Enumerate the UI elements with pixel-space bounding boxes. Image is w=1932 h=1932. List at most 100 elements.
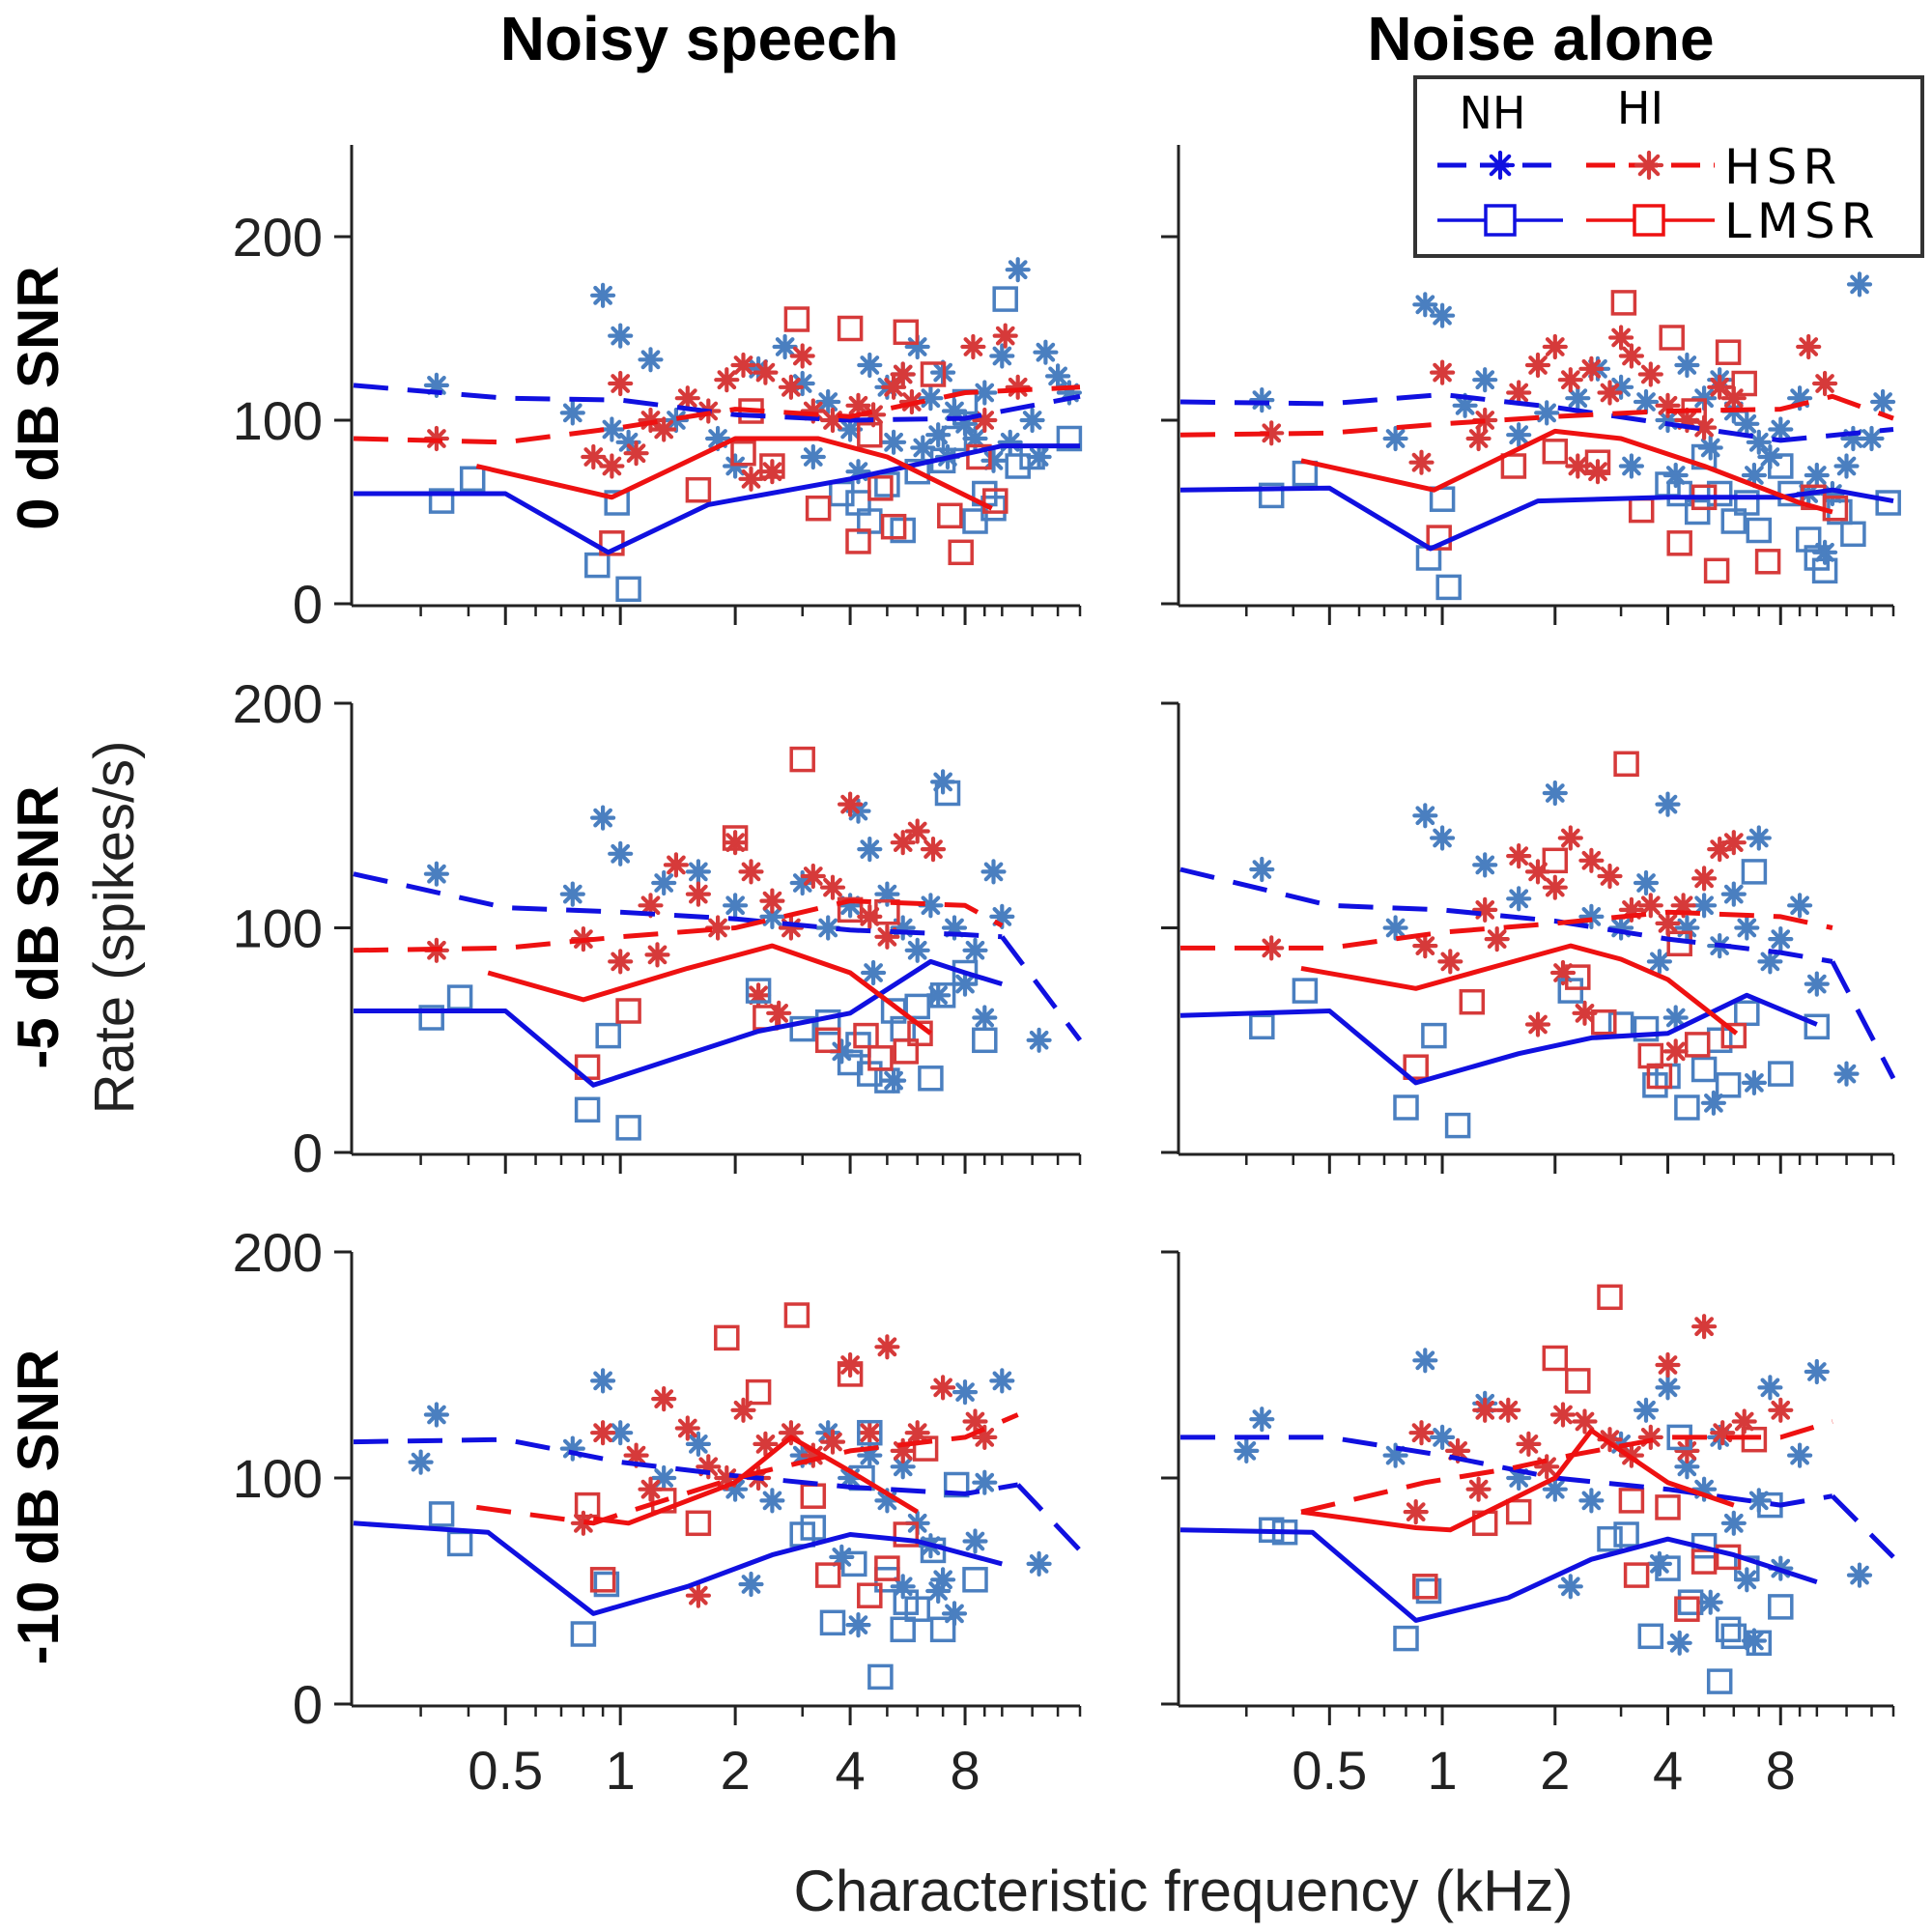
nh-hsr-point	[1720, 1510, 1747, 1536]
hi-lmsr-trend-line	[592, 1435, 919, 1526]
nh-hsr-point	[1757, 949, 1783, 975]
nh-hsr-point	[1674, 352, 1700, 379]
nh-lmsr-point	[1393, 1625, 1419, 1652]
hi-lmsr-point	[1565, 1368, 1591, 1394]
hi-lmsr-point	[1720, 1022, 1747, 1049]
nh-hsr-point	[1666, 1630, 1692, 1656]
hi-hsr-point	[1557, 825, 1583, 851]
nh-hsr-point	[1607, 915, 1634, 941]
x-tick-label: 2	[1540, 1740, 1570, 1801]
nh-hsr-point	[1429, 302, 1456, 328]
hi-hsr-point	[1524, 1011, 1551, 1037]
nh-hsr-point	[904, 333, 930, 360]
hi-lmsr-point	[857, 1582, 883, 1608]
hi-lmsr-point	[1646, 1063, 1673, 1090]
nh-hsr-point	[1768, 416, 1794, 442]
nh-hsr-point	[608, 1420, 634, 1446]
nh-hsr-point	[1005, 257, 1031, 283]
nh-hsr-point	[559, 881, 585, 907]
nh-lmsr-point	[1741, 859, 1768, 885]
nh-hsr-point	[1690, 893, 1718, 919]
hi-lmsr-point	[730, 440, 756, 467]
nh-lmsr-trend-line	[1179, 992, 1818, 1086]
hi-lmsr-point	[783, 306, 810, 332]
hi-hsr-trend-line	[353, 384, 1081, 445]
hi-hsr-point	[738, 859, 764, 885]
nh-hsr-point	[1633, 388, 1660, 415]
hi-hsr-point	[904, 818, 930, 844]
hi-lmsr-point	[1610, 290, 1637, 316]
hi-lmsr-point	[874, 1555, 900, 1581]
hi-hsr-trend-line	[1180, 909, 1833, 951]
nh-lmsr-point	[1421, 1022, 1447, 1049]
hi-hsr-point	[1516, 1431, 1542, 1458]
nh-hsr-trend-line	[353, 871, 1003, 940]
nh-hsr-point	[880, 1067, 907, 1094]
legend-col-hi: HI	[1617, 82, 1663, 134]
hi-lmsr-point	[893, 1521, 920, 1548]
y-tick-label: 100	[233, 390, 323, 451]
y-axis-label: Rate (spikes/s)	[83, 741, 146, 1115]
markers	[1234, 1284, 1873, 1694]
nh-hsr-point	[918, 385, 944, 412]
nh-hsr-point	[589, 805, 616, 831]
nh-lmsr-point	[446, 984, 473, 1010]
nh-hsr-point	[1019, 407, 1045, 434]
nh-hsr-point	[1429, 1424, 1456, 1451]
nh-lmsr-point	[745, 978, 772, 1004]
hi-hsr-point	[581, 443, 607, 470]
nh-hsr-point	[1506, 422, 1532, 448]
hi-lmsr-point	[1731, 370, 1757, 397]
hi-hsr-point	[880, 374, 907, 400]
nh-hsr-point	[1655, 1375, 1681, 1401]
x-tick-label: 2	[721, 1740, 751, 1801]
markers	[418, 746, 1052, 1141]
nh-hsr-point	[1674, 915, 1700, 941]
nh-hsr-point	[722, 893, 749, 919]
nh-hsr-point	[910, 435, 936, 461]
nh-hsr-point	[1026, 443, 1052, 470]
legend-marks	[1437, 150, 1715, 237]
nh-lmsr-point	[1720, 508, 1747, 534]
x-tick-label: 1	[606, 1740, 636, 1801]
hi-hsr-point	[1707, 374, 1733, 400]
hi-lmsr-point	[1505, 1498, 1532, 1525]
nh-hsr-point	[1033, 339, 1059, 365]
hi-hsr-point	[800, 863, 826, 890]
hi-hsr-point	[1690, 1314, 1718, 1340]
hi-hsr-point	[730, 352, 756, 379]
y-tick-label: 0	[293, 1122, 323, 1183]
x-axis-label: Characteristic frequency (kHz)	[794, 1859, 1574, 1923]
column-title-noisy-speech: Noisy speech	[500, 4, 899, 73]
hi-hsr-point	[1572, 1408, 1598, 1435]
hi-lmsr-point	[1597, 1284, 1623, 1311]
trend-lines	[1179, 391, 1894, 552]
hi-hsr-point	[1259, 935, 1285, 961]
nh-lmsr-point	[992, 286, 1018, 312]
hi-hsr-point	[1674, 1437, 1700, 1464]
nh-hsr-point	[1846, 1562, 1873, 1588]
hi-hsr-trend-line	[353, 898, 1004, 953]
nh-lmsr-trend-line	[353, 1520, 1003, 1616]
trend-lines	[1179, 1419, 1895, 1623]
nh-hsr-point	[1697, 1589, 1723, 1615]
nh-lmsr-point	[584, 552, 611, 579]
hi-lmsr-point	[1542, 847, 1569, 874]
nh-hsr-point	[1429, 825, 1456, 851]
nh-hsr-point	[1249, 856, 1275, 883]
nh-lmsr-point	[446, 1530, 473, 1557]
nh-lmsr-point	[615, 1115, 641, 1141]
nh-lmsr-point	[1795, 526, 1822, 553]
nh-hsr-trend-extension	[1000, 935, 1082, 1042]
nh-hsr-point	[559, 1435, 585, 1462]
hi-lmsr-point	[745, 1378, 772, 1406]
row-label-0db: 0 dB SNR	[6, 266, 71, 529]
hi-lmsr-point	[853, 1022, 879, 1049]
nh-hsr-point	[589, 282, 616, 308]
nh-hsr-point	[1674, 1454, 1700, 1480]
hi-hsr-point	[674, 1415, 700, 1441]
hi-hsr-point	[1662, 1038, 1689, 1065]
x-tick-label: 4	[836, 1740, 866, 1801]
nh-hsr-point	[1720, 881, 1747, 907]
nh-hsr-point	[1833, 453, 1860, 479]
